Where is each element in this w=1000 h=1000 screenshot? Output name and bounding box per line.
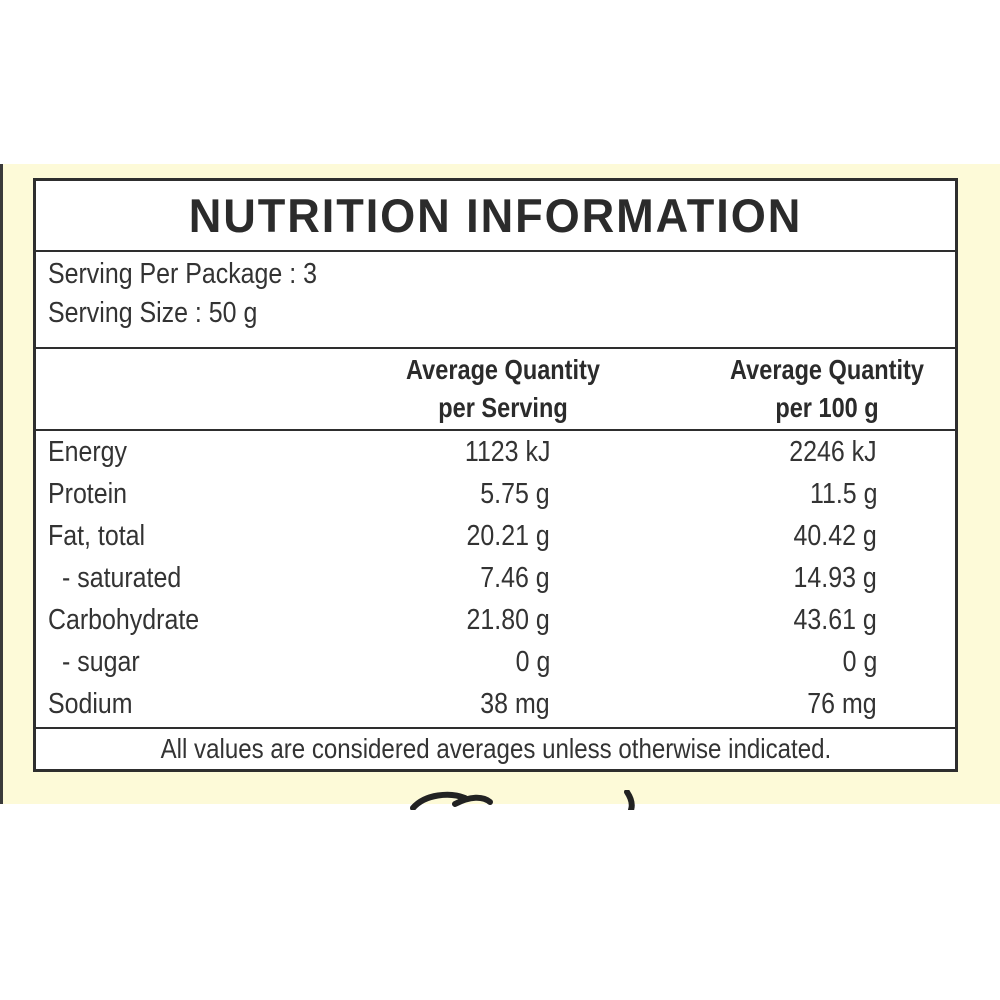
column-header-line: per 100 g: [775, 392, 879, 423]
value-per-serving: 21.80 g: [466, 604, 550, 636]
value-per-100g: 0 g: [842, 646, 877, 678]
package-edge-line: [0, 164, 3, 804]
table-row-energy: Energy 1123 kJ 2246 kJ: [36, 431, 955, 473]
value-per-serving: 5.75 g: [480, 478, 550, 510]
serving-size: Serving Size : 50 g: [48, 297, 258, 329]
cropped-script-lettering: [410, 790, 635, 810]
footnote: All values are considered averages unles…: [160, 733, 831, 764]
value-per-serving: 0 g: [515, 646, 550, 678]
nutrient-name: - saturated: [62, 562, 182, 594]
value-per-100g: 2246 kJ: [789, 436, 877, 468]
nutrient-name: Fat, total: [48, 520, 146, 552]
table-row-protein: Protein 5.75 g 11.5 g: [36, 473, 955, 515]
column-header-line: Average Quantity: [730, 354, 924, 385]
value-per-serving: 1123 kJ: [464, 436, 550, 468]
table-row-sugar: - sugar 0 g 0 g: [36, 641, 955, 683]
title-row: NUTRITION INFORMATION: [36, 181, 955, 252]
value-per-serving: 7.46 g: [480, 562, 550, 594]
nutrient-name: Sodium: [48, 688, 133, 720]
table-row-saturated: - saturated 7.46 g 14.93 g: [36, 557, 955, 599]
serving-per-package: Serving Per Package : 3: [48, 258, 317, 290]
value-per-serving: 38 mg: [480, 688, 550, 720]
nutrient-name: Carbohydrate: [48, 604, 200, 636]
nutrient-name: Energy: [48, 436, 128, 468]
value-per-100g: 14.93 g: [793, 562, 877, 594]
column-header-line: Average Quantity: [406, 354, 600, 385]
nutrition-panel: NUTRITION INFORMATION Serving Per Packag…: [33, 178, 958, 772]
value-per-100g: 76 mg: [807, 688, 877, 720]
serving-info: Serving Per Package : 3 Serving Size : 5…: [36, 252, 955, 349]
value-per-100g: 40.42 g: [793, 520, 877, 552]
column-header-row: Average Quantity per Serving Average Qua…: [36, 349, 955, 431]
value-per-100g: 11.5 g: [809, 478, 877, 510]
column-header-line: per Serving: [438, 392, 568, 423]
nutrient-name: - sugar: [62, 646, 140, 678]
panel-title: NUTRITION INFORMATION: [188, 189, 803, 242]
column-header-per-serving: Average Quantity per Serving: [394, 351, 612, 427]
table-row-sodium: Sodium 38 mg 76 mg: [36, 683, 955, 725]
nutrient-table: Energy 1123 kJ 2246 kJ Protein 5.75 g 11…: [36, 431, 955, 729]
nutrient-name: Protein: [48, 478, 128, 510]
value-per-serving: 20.21 g: [466, 520, 550, 552]
footnote-row: All values are considered averages unles…: [36, 729, 955, 769]
table-row-carbohydrate: Carbohydrate 21.80 g 43.61 g: [36, 599, 955, 641]
column-header-per-100g: Average Quantity per 100 g: [718, 351, 936, 427]
value-per-100g: 43.61 g: [793, 604, 877, 636]
table-row-fat-total: Fat, total 20.21 g 40.42 g: [36, 515, 955, 557]
